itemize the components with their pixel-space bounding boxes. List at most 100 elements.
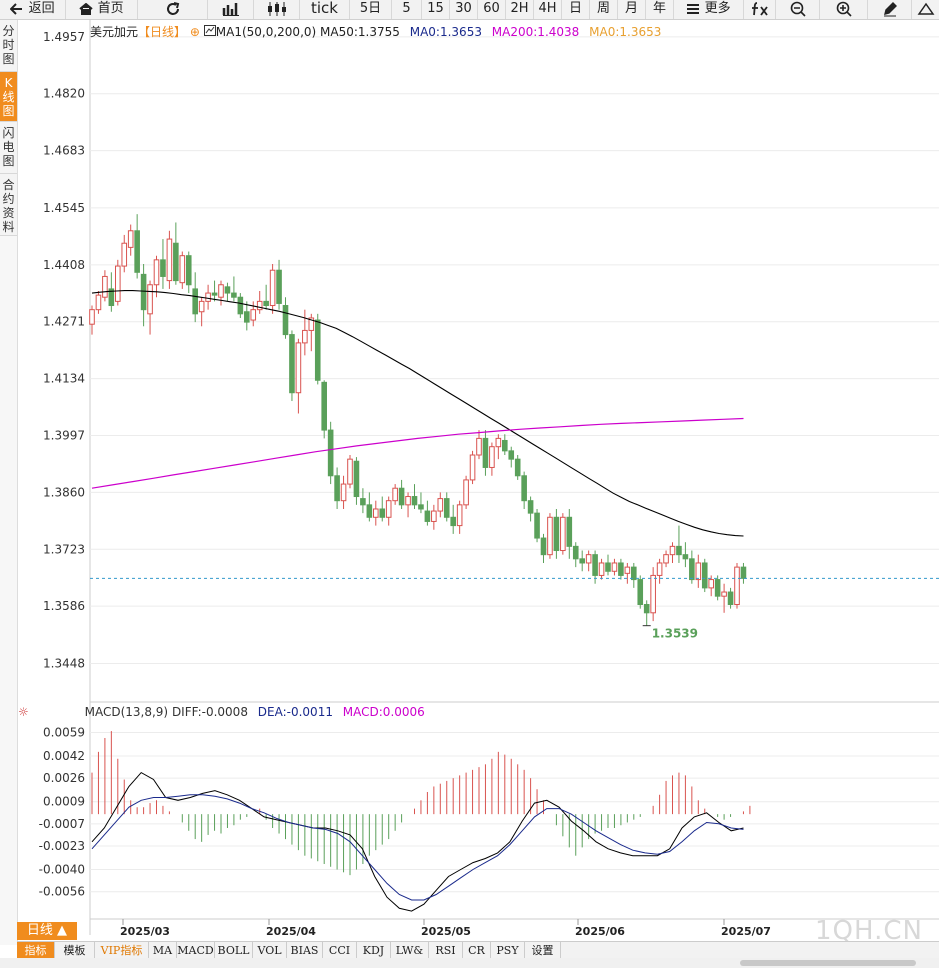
candle <box>572 542 579 568</box>
period-15min[interactable]: 15 <box>422 0 450 19</box>
indicator-tab[interactable]: MACD <box>177 942 215 959</box>
draw-button[interactable] <box>868 0 912 19</box>
candle <box>89 305 95 335</box>
back-button[interactable]: 返回 <box>0 0 66 19</box>
indicator-tab[interactable]: CCI <box>323 942 357 959</box>
candle <box>237 293 244 318</box>
candle <box>302 309 308 356</box>
tab-lightning[interactable]: 闪电图 <box>0 122 17 174</box>
tab-kline[interactable]: K线图 <box>0 72 17 122</box>
candle <box>353 457 360 505</box>
candle-chart-button[interactable] <box>254 0 300 19</box>
pencil-icon <box>882 1 898 16</box>
tab-contract-info[interactable]: 合约资料 <box>0 174 17 236</box>
collapse-button[interactable] <box>912 0 939 19</box>
period-5day[interactable]: 5日 <box>350 0 392 19</box>
candle <box>256 290 263 314</box>
refresh-button[interactable] <box>138 0 208 19</box>
candle-body <box>450 516 456 527</box>
indicator-tab[interactable]: 指标 <box>17 942 55 959</box>
candle-body <box>727 591 734 605</box>
macd-diff: DIFF:-0.0008 <box>171 705 248 719</box>
refresh-icon <box>165 1 181 16</box>
candle <box>198 297 205 327</box>
candle <box>327 421 334 485</box>
candle <box>192 272 198 323</box>
candle <box>276 259 282 310</box>
tab-kline-label: K线图 <box>2 76 15 118</box>
period-4h[interactable]: 4H <box>534 0 562 19</box>
indicator-icon[interactable] <box>203 25 216 39</box>
scrollbar-thumb[interactable] <box>740 960 916 966</box>
indicator-tab[interactable]: RSI <box>429 942 463 959</box>
candle <box>424 500 431 526</box>
indicator-tab[interactable]: LW& <box>391 942 429 959</box>
candle <box>231 276 237 302</box>
candle <box>418 492 424 514</box>
bar-chart-button[interactable] <box>208 0 254 19</box>
candle <box>392 484 398 505</box>
price-tick-label: 1.4408 <box>43 258 85 272</box>
more-button[interactable]: 更多 <box>674 0 744 19</box>
candle-body <box>443 498 450 518</box>
candle <box>379 496 386 522</box>
macd-name: MACD(13,8,9) <box>84 705 169 719</box>
candle-body <box>185 255 192 286</box>
candle <box>373 500 379 526</box>
day-period-button[interactable]: 日线 ▲ <box>17 922 77 940</box>
formula-button[interactable] <box>744 0 776 19</box>
macd-settings-icon[interactable]: ☼ <box>18 705 29 719</box>
indicator-tab[interactable]: MA <box>149 942 177 959</box>
tick-button[interactable]: tick <box>300 0 350 19</box>
period-5min[interactable]: 5 <box>392 0 422 19</box>
zoom-out-button[interactable] <box>776 0 820 19</box>
period-30min[interactable]: 30 <box>450 0 478 19</box>
candle <box>727 587 734 609</box>
home-button[interactable]: 首页 <box>66 0 138 19</box>
period-month[interactable]: 月 <box>618 0 646 19</box>
indicator-tab[interactable]: CR <box>463 942 491 959</box>
period-60min[interactable]: 60 <box>478 0 506 19</box>
indicator-tab[interactable]: VOL <box>253 942 287 959</box>
candle <box>334 467 340 509</box>
period-2h[interactable]: 2H <box>506 0 534 19</box>
zoom-out-icon <box>790 1 806 17</box>
horizontal-scrollbar[interactable] <box>0 958 939 968</box>
crosshair-icon[interactable]: ⊕ <box>189 25 200 39</box>
candle <box>476 430 482 460</box>
indicator-tab[interactable]: VIP指标 <box>95 942 149 959</box>
candle-body <box>721 591 727 597</box>
candle <box>669 542 676 563</box>
chart-area[interactable]: 1.4957 1.4820 1.4683 1.4545 1.4408 1.4271 1.41… <box>0 0 939 941</box>
candle-body <box>379 508 386 518</box>
indicator-tab[interactable]: KDJ <box>357 942 391 959</box>
candle-body <box>237 296 244 315</box>
candle <box>127 224 134 256</box>
price-tick-label: 1.4820 <box>43 87 85 101</box>
x-tick-label: 2025/05 <box>421 925 471 938</box>
candle <box>269 263 276 314</box>
macd-tick-label: 0.0009 <box>43 795 85 809</box>
tab-timeshare-label: 分时图 <box>2 24 15 66</box>
candle-body <box>431 510 437 522</box>
zoom-in-button[interactable] <box>820 0 868 19</box>
candle <box>456 500 463 534</box>
indicator-tab-bar: 指标 模板 VIP指标 MA MACD BOLL VOL BIAS CCI KDJ LW& RSI CR… <box>17 941 939 959</box>
candle-body <box>585 554 592 564</box>
price-tick-label: 1.4545 <box>43 201 85 215</box>
indicator-tab[interactable]: 设置 <box>525 942 561 959</box>
candle <box>643 600 650 626</box>
candle <box>295 338 302 414</box>
indicator-tab[interactable]: BOLL <box>215 942 253 959</box>
tab-timeshare[interactable]: 分时图 <box>0 20 17 72</box>
indicator-tab[interactable]: PSY <box>491 942 525 959</box>
candle <box>366 492 373 522</box>
home-icon <box>79 1 94 16</box>
indicator-tab[interactable]: BIAS <box>287 942 323 959</box>
indicator-tab[interactable]: 模板 <box>55 942 95 959</box>
period-day[interactable]: 日 <box>562 0 590 19</box>
period-year[interactable]: 年 <box>646 0 674 19</box>
period-week[interactable]: 周 <box>590 0 618 19</box>
candle-body <box>340 483 347 502</box>
candle <box>714 575 721 601</box>
